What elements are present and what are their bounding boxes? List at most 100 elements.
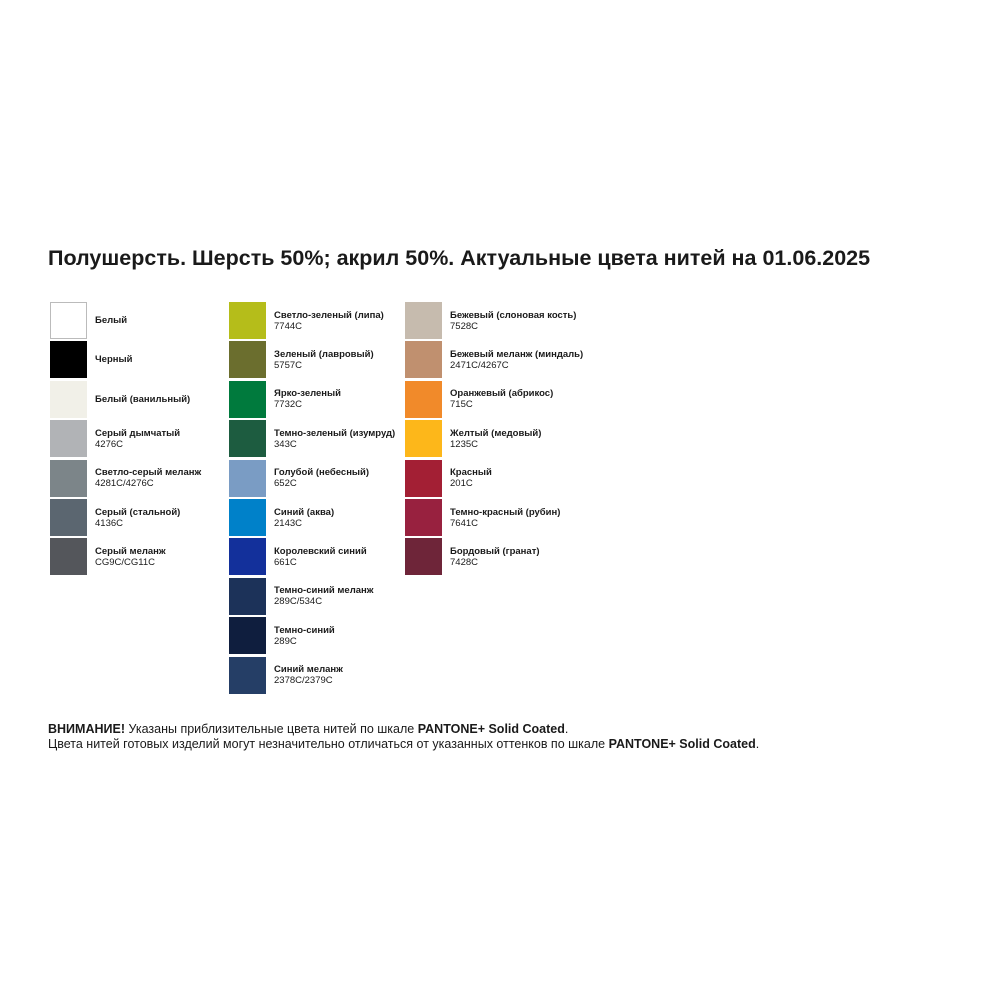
swatch-label: Ярко-зеленый 7732C <box>274 381 341 418</box>
swatch-label: Бежевый (слоновая кость) 7528C <box>450 302 576 339</box>
pantone-code: 7528C <box>450 320 478 332</box>
color-name: Ярко-зеленый <box>274 388 341 400</box>
color-swatch <box>50 341 87 379</box>
color-name: Светло-зеленый (липа) <box>274 309 384 321</box>
color-swatch <box>405 499 442 536</box>
swatch-label: Королевский синий 661C <box>274 538 367 575</box>
swatch-label: Темно-синий меланж 289C/534C <box>274 578 374 615</box>
pantone-code: 4276C <box>95 438 123 450</box>
swatch-label: Светло-зеленый (липа) 7744C <box>274 302 384 339</box>
swatch-label: Серый (стальной) 4136C <box>95 499 180 536</box>
color-name: Бордовый (гранат) <box>450 545 540 557</box>
color-name: Белый (ванильный) <box>95 393 191 405</box>
notice-text: Цвета нитей готовых изделий могут незнач… <box>48 737 606 751</box>
color-swatch <box>229 577 266 615</box>
color-name: Красный <box>450 467 492 479</box>
color-name: Бежевый меланж (миндаль) <box>450 348 584 360</box>
pantone-code: 4136C <box>95 517 123 529</box>
pantone-code: 7744C <box>274 320 302 332</box>
color-swatch <box>50 499 87 536</box>
notice-brand: PANTONE+ Solid Coated <box>608 737 756 751</box>
swatch-label: Серый меланж CG9C/CG11C <box>95 538 166 575</box>
pantone-code: 289C <box>274 635 297 647</box>
color-name: Темно-синий <box>274 624 335 636</box>
notice-end: . <box>755 737 760 751</box>
pantone-code: 652C <box>274 478 297 490</box>
swatch-label: Темно-зеленый (изумруд) 343C <box>274 420 395 457</box>
pantone-code: 4281C/4276C <box>95 478 154 490</box>
color-swatch <box>405 420 442 458</box>
swatch-label: Темно-синий 289C <box>274 617 335 654</box>
notice-end: . <box>564 722 569 736</box>
pantone-code: 7641C <box>450 517 478 529</box>
pantone-code: 343C <box>274 438 297 450</box>
swatch-label: Зеленый (лавровый) 5757C <box>274 341 374 378</box>
pantone-code: 289C/534C <box>274 596 323 608</box>
color-name: Темно-красный (рубин) <box>450 506 561 518</box>
color-swatch <box>50 302 87 339</box>
color-swatch <box>229 302 266 339</box>
swatch-label: Серый дымчатый 4276C <box>95 420 180 457</box>
pantone-code: 1235C <box>450 438 478 450</box>
color-swatch <box>50 380 87 418</box>
swatch-label: Оранжевый (абрикос) 715C <box>450 381 553 418</box>
pantone-code: 2378C/2379C <box>274 675 333 687</box>
swatch-label: Белый (ванильный) <box>95 381 190 418</box>
pantone-code: 5757C <box>274 359 302 371</box>
color-swatch <box>229 380 266 418</box>
notice-line: Цвета нитей готовых изделий могут незнач… <box>48 737 759 751</box>
pantone-code: 2471C/4267C <box>450 359 509 371</box>
pantone-code: 661C <box>274 556 297 568</box>
pantone-code: 201C <box>450 478 473 490</box>
pantone-code: 2143C <box>274 517 302 529</box>
color-name: Королевский синий <box>274 545 367 557</box>
swatch-label: Синий меланж 2378C/2379C <box>274 657 343 694</box>
pantone-code: CG9C/CG11C <box>95 556 156 568</box>
color-swatch <box>229 656 266 694</box>
color-name: Темно-синий меланж <box>274 585 374 597</box>
swatch-label: Бежевый меланж (миндаль) 2471C/4267C <box>450 341 583 378</box>
swatch-label: Желтый (медовый) 1235C <box>450 420 541 457</box>
color-swatch <box>229 341 266 379</box>
color-name: Серый дымчатый <box>95 427 181 439</box>
color-name: Белый <box>95 315 128 326</box>
color-name: Темно-зеленый (изумруд) <box>274 427 396 439</box>
color-swatch <box>405 341 442 379</box>
notice-line: ВНИМАНИЕ! Указаны приблизительные цвета … <box>48 722 568 736</box>
color-name: Серый (стальной) <box>95 506 181 518</box>
color-name: Серый меланж <box>95 545 166 557</box>
title: Полушерсть. Шерсть 50%; акрил 50%. Актуа… <box>48 246 871 270</box>
color-name: Голубой (небесный) <box>274 467 370 479</box>
color-name: Желтый (медовый) <box>450 427 542 439</box>
swatch-label: Светло-серый меланж 4281C/4276C <box>95 460 201 497</box>
notice-text: Указаны приблизительные цвета нитей по ш… <box>128 722 415 736</box>
notice-brand: PANTONE+ Solid Coated <box>417 722 565 736</box>
swatch-label: Красный 201C <box>450 460 492 497</box>
swatch-label: Синий (аква) 2143C <box>274 499 334 536</box>
color-name: Зеленый (лавровый) <box>274 348 374 360</box>
color-swatch <box>405 302 442 339</box>
notice-lead: ВНИМАНИЕ! <box>48 722 125 736</box>
color-swatch <box>405 538 442 576</box>
swatch-label: Черный <box>95 341 132 378</box>
color-name: Оранжевый (абрикос) <box>450 388 554 400</box>
swatch-label: Темно-красный (рубин) 7641C <box>450 499 560 536</box>
pantone-code: 7428C <box>450 556 478 568</box>
color-swatch <box>405 459 442 497</box>
color-swatch <box>229 538 266 576</box>
pantone-code: 715C <box>450 399 473 411</box>
color-swatch <box>50 420 87 458</box>
color-name: Синий (аква) <box>274 506 335 518</box>
color-swatch <box>405 380 442 418</box>
color-swatch <box>229 420 266 458</box>
pantone-code: 7732C <box>274 399 302 411</box>
swatch-label: Белый <box>95 302 127 339</box>
color-swatch <box>50 459 87 497</box>
color-swatch <box>229 459 266 497</box>
color-swatch <box>50 538 87 576</box>
color-swatch <box>229 499 266 536</box>
color-name: Бежевый (слоновая кость) <box>450 309 577 321</box>
color-swatch <box>229 617 266 655</box>
swatch-label: Бордовый (гранат) 7428C <box>450 538 540 575</box>
